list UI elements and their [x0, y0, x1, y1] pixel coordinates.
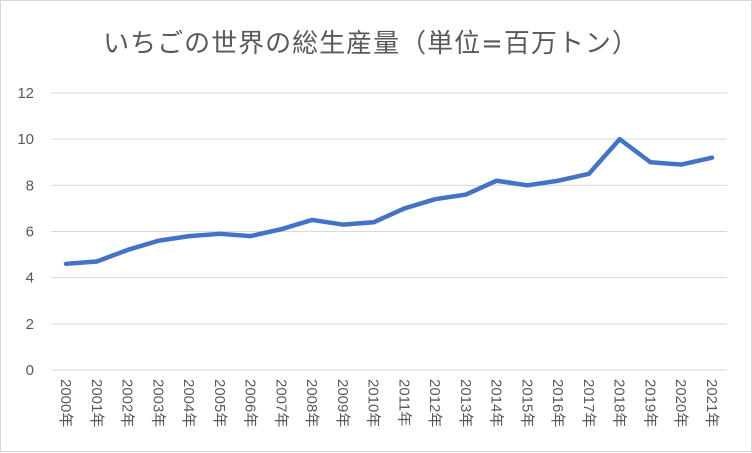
x-tick-label: 2006年	[242, 379, 259, 427]
x-tick-label: 2017年	[580, 379, 597, 427]
x-tick-label: 2018年	[611, 379, 628, 427]
x-tick-label: 2002年	[119, 379, 136, 427]
x-tick-label: 2019年	[641, 379, 658, 427]
x-tick-label: 2016年	[549, 379, 566, 427]
x-tick-label: 2008年	[303, 379, 320, 427]
x-tick-label: 2003年	[149, 379, 166, 427]
x-tick-label: 2007年	[272, 379, 289, 427]
x-tick-label: 2012年	[426, 379, 443, 427]
y-tick-label: 8	[26, 177, 34, 194]
x-tick-label: 2013年	[457, 379, 474, 427]
y-tick-label: 10	[17, 131, 34, 148]
x-tick-label: 2010年	[365, 379, 382, 427]
x-tick-label: 2021年	[703, 379, 720, 427]
y-tick-label: 4	[26, 270, 34, 287]
y-tick-label: 0	[26, 362, 34, 379]
y-tick-label: 6	[26, 224, 34, 241]
x-tick-label: 2011年	[395, 379, 412, 426]
x-tick-label: 2015年	[518, 379, 535, 427]
x-tick-label: 2009年	[334, 379, 351, 427]
series-line	[66, 139, 712, 264]
x-tick-label: 2001年	[88, 379, 105, 427]
y-tick-label: 2	[26, 316, 34, 333]
x-tick-label: 2005年	[211, 379, 228, 427]
y-tick-label: 12	[17, 85, 34, 102]
x-tick-label: 2004年	[180, 379, 197, 427]
x-tick-label: 2000年	[57, 379, 74, 427]
x-tick-label: 2020年	[672, 379, 689, 427]
x-tick-label: 2014年	[488, 379, 505, 427]
